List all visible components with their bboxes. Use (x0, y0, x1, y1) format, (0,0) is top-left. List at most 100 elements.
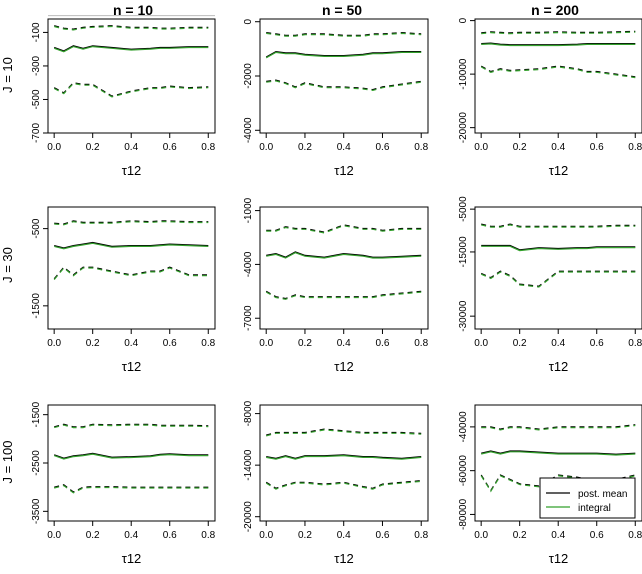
y-tick-label-r0c0-3: -700 (31, 123, 42, 143)
series-integral-mean-r2c1 (266, 454, 422, 460)
panel-lines-r1c1 (265, 224, 422, 300)
x-tick-label-r0c1-2: 0.4 (337, 142, 351, 153)
series-post-mean-mean-r0c1 (265, 50, 422, 58)
y-tick-label-r1c1-1: -4000 (243, 251, 254, 277)
panel-r0c0: 0.0 0.2 0.4 0.6 0.8 -100 -300 -500 -700 τ12 (31, 15, 216, 178)
panel-frame-r1c0 (47, 206, 216, 330)
x-tick-label-r1c2-2: 0.4 (551, 338, 565, 349)
series-post-mean-lower-band-r1c0 (53, 266, 209, 280)
y-tick-label-r1c1-0: -1000 (243, 197, 254, 223)
y-tick-label-r0c2-1: -10000 (458, 58, 469, 90)
series-post-mean-mean-r2c2 (481, 450, 636, 455)
x-tick-label-r1c2-3: 0.6 (590, 338, 604, 349)
y-tick-label-r2c1-0: -8000 (243, 400, 254, 426)
column-title-n200: n = 200 (531, 2, 579, 18)
panel-lines-r0c0 (53, 25, 209, 98)
x-tick-label-r0c1-3: 0.6 (376, 142, 390, 153)
column-title-n50: n = 50 (322, 2, 362, 18)
x-tick-label-r2c2-2: 0.4 (551, 530, 565, 541)
x-tick-label-r1c2-1: 0.2 (513, 338, 527, 349)
series-post-mean-upper-band-r2c2 (481, 424, 636, 430)
series-integral-upper-band-r0c2 (481, 31, 636, 35)
x-tick-label-r0c2-4: 0.8 (628, 142, 642, 153)
y-tick-label-r1c2-0: -5000 (458, 196, 469, 222)
panel-frame-r1c1 (259, 206, 429, 330)
series-integral-mean-r2c2 (481, 451, 636, 456)
series-integral-mean-r0c1 (265, 51, 422, 59)
x-tick-label-r2c1-2: 0.4 (337, 530, 351, 541)
y-tick-label-r0c0-0: -100 (31, 22, 42, 42)
series-post-mean-upper-band-r1c1 (266, 224, 422, 233)
panel-r2c1: 0.0 0.2 0.4 0.6 0.8 -8000 -14000 -20000 τ12 (243, 400, 429, 566)
x-tick-label-r2c2-0: 0.0 (474, 530, 488, 541)
y-tick-label-r0c1-2: -4000 (243, 117, 254, 143)
x-tick-label-r1c1-3: 0.6 (376, 338, 390, 349)
x-tick-label-r2c0-1: 0.2 (86, 530, 100, 541)
series-integral-upper-band-r1c0 (54, 221, 209, 226)
x-tick-label-r0c2-1: 0.2 (513, 142, 527, 153)
series-post-mean-mean-r2c1 (266, 454, 422, 459)
x-tick-label-r1c0-2: 0.4 (124, 338, 138, 349)
x-tick-label-r1c0-1: 0.2 (86, 338, 100, 349)
x-tick-label-r0c1-0: 0.0 (259, 142, 273, 153)
series-integral-mean-r2c0 (53, 453, 209, 460)
x-tick-label-r0c0-1: 0.2 (86, 142, 100, 153)
panel-r1c0: 0.0 0.2 0.4 0.6 0.8 -500 -1500 τ12 (31, 206, 216, 374)
series-post-mean-lower-band-r0c0 (53, 82, 209, 97)
series-post-mean-mean-r0c0 (53, 45, 209, 52)
x-axis-title-r1c2: τ12 (549, 359, 569, 374)
x-tick-label-r2c0-2: 0.4 (124, 530, 138, 541)
series-post-mean-mean-r2c0 (53, 452, 209, 459)
series-post-mean-lower-band-r2c1 (265, 480, 422, 489)
x-tick-label-r2c1-3: 0.6 (376, 530, 390, 541)
series-integral-lower-band-r0c2 (480, 66, 636, 79)
series-post-mean-lower-band-r2c0 (54, 484, 209, 493)
x-tick-label-r2c2-3: 0.6 (590, 530, 604, 541)
series-post-mean-mean-r1c1 (266, 251, 422, 258)
y-tick-label-r2c1-1: -14000 (243, 449, 254, 481)
series-post-mean-upper-band-r1c2 (481, 223, 636, 227)
panel-lines-r2c0 (53, 423, 209, 494)
x-axis-title-r2c2: τ12 (549, 551, 569, 566)
series-post-mean-upper-band-r2c0 (54, 423, 209, 428)
x-tick-label-r2c2-4: 0.8 (628, 530, 642, 541)
series-integral-mean-r1c1 (266, 252, 422, 259)
y-tick-label-r1c2-1: -15000 (458, 236, 469, 268)
x-tick-label-r0c0-0: 0.0 (47, 142, 61, 153)
series-integral-upper-band-r0c1 (266, 32, 422, 37)
x-tick-label-r0c2-3: 0.6 (590, 142, 604, 153)
panel-lines-r1c2 (480, 223, 636, 288)
series-integral-upper-band-r2c0 (54, 424, 209, 429)
y-tick-label-r2c0-2: -3500 (31, 498, 42, 524)
x-tick-label-r0c0-2: 0.4 (124, 142, 138, 153)
y-tick-label-r0c0-2: -500 (31, 89, 42, 109)
x-tick-label-r2c2-1: 0.2 (513, 530, 527, 541)
x-tick-label-r2c0-3: 0.6 (163, 530, 177, 541)
row-title-j10: J = 10 (0, 57, 15, 93)
panel-grid: 0.0 0.2 0.4 0.6 0.8 -100 -300 -500 -700 τ12 0.0 0.2… (31, 15, 642, 566)
series-post-mean-mean-r1c2 (481, 244, 636, 251)
series-integral-lower-band-r1c1 (265, 291, 422, 300)
y-tick-label-r0c1-0: 0 (243, 18, 254, 24)
series-integral-lower-band-r0c1 (266, 80, 422, 92)
panel-lines-r2c2 (480, 424, 636, 493)
y-tick-label-r1c1-2: -7000 (243, 305, 254, 331)
y-tick-label-r2c2-0: -40000 (458, 411, 469, 443)
panel-r1c2: 0.0 0.2 0.4 0.6 0.8 -5000 -15000 -30000 τ12 (458, 196, 642, 374)
series-integral-upper-band-r1c2 (481, 224, 636, 228)
x-tick-label-r1c0-0: 0.0 (47, 338, 61, 349)
x-tick-label-r0c1-1: 0.2 (298, 142, 312, 153)
y-tick-label-r2c0-1: -2500 (31, 450, 42, 476)
x-tick-label-r0c2-2: 0.4 (551, 142, 565, 153)
series-post-mean-lower-band-r1c1 (265, 290, 422, 300)
y-tick-label-r0c1-1: -2000 (243, 63, 254, 89)
x-tick-label-r1c2-0: 0.0 (474, 338, 488, 349)
x-tick-label-r1c1-4: 0.8 (414, 338, 428, 349)
x-tick-label-r1c0-4: 0.8 (201, 338, 215, 349)
x-tick-label-r1c2-4: 0.8 (628, 338, 642, 349)
series-integral-lower-band-r2c1 (265, 480, 422, 490)
x-axis-title-r1c0: τ12 (122, 359, 142, 374)
y-tick-label-r2c0-0: -1500 (31, 401, 42, 427)
panel-lines-r0c1 (265, 31, 422, 92)
